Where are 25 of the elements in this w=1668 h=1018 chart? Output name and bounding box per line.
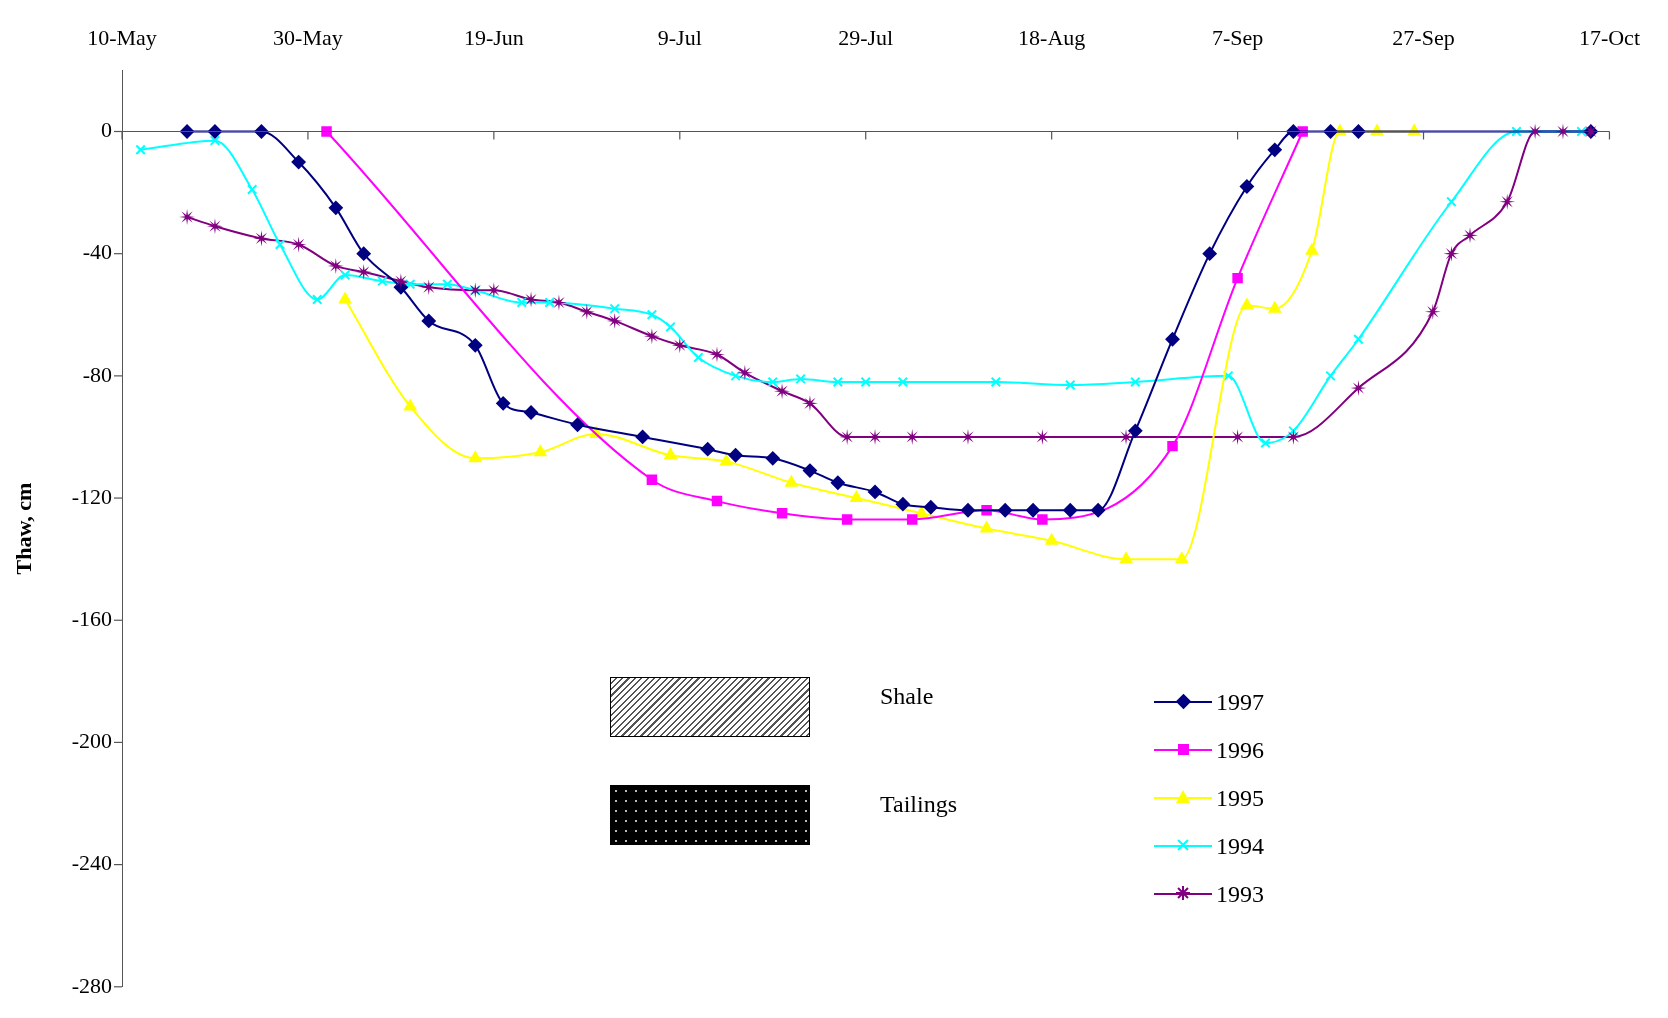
annotation: Tailings (880, 791, 957, 818)
legend-label: 1996 (1216, 737, 1264, 763)
x-tick-label: 19-Jun (463, 24, 524, 50)
y-tick-label: -200 (71, 728, 112, 754)
y-tick-label: -80 (82, 361, 112, 387)
y-tick-label: -160 (71, 606, 112, 632)
annotation: Shale (880, 683, 934, 710)
legend-label: 1994 (1216, 833, 1264, 859)
y-tick-label: 0 (101, 117, 112, 143)
x-tick-label: 18-Aug (1018, 24, 1086, 50)
x-tick-label: 30-May (273, 24, 343, 50)
y-tick-label: -280 (71, 972, 112, 998)
y-axis-title: Thaw, cm (10, 482, 36, 575)
x-tick-label: 7-Sep (1211, 24, 1264, 50)
x-tick-label: 27-Sep (1392, 24, 1455, 50)
legend-label: 1993 (1215, 881, 1264, 909)
x-tick-label: 9-Jul (657, 24, 702, 50)
x-tick-label: 29-Jul (838, 24, 894, 50)
y-tick-label: -240 (71, 850, 112, 876)
x-tick-label: 17-Oct (1578, 24, 1640, 50)
legend-label: 1995 (1216, 785, 1264, 811)
legend-label: 1997 (1216, 689, 1264, 715)
y-tick-label: -120 (71, 483, 112, 509)
y-tick-label: -40 (82, 239, 112, 265)
x-tick-label: 10-May (87, 24, 157, 50)
